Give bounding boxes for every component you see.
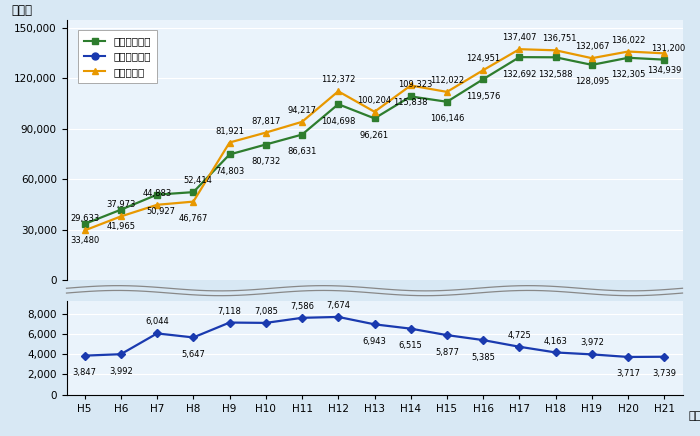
Text: 136,022: 136,022 bbox=[611, 36, 645, 44]
Text: 7,118: 7,118 bbox=[218, 307, 241, 316]
Text: 5,647: 5,647 bbox=[181, 350, 205, 359]
Text: 7,085: 7,085 bbox=[254, 307, 278, 316]
Text: 132,692: 132,692 bbox=[503, 70, 537, 78]
Text: 3,717: 3,717 bbox=[616, 369, 640, 378]
Text: 137,407: 137,407 bbox=[502, 33, 537, 42]
Text: 74,803: 74,803 bbox=[215, 167, 244, 176]
Text: 50,927: 50,927 bbox=[147, 207, 176, 216]
Text: 52,414: 52,414 bbox=[183, 176, 212, 185]
Text: 33,480: 33,480 bbox=[70, 236, 99, 245]
Text: 119,576: 119,576 bbox=[466, 92, 500, 101]
Text: 94,217: 94,217 bbox=[288, 106, 316, 115]
Text: 112,372: 112,372 bbox=[321, 75, 356, 84]
Text: 124,951: 124,951 bbox=[466, 54, 500, 63]
Text: 131,200: 131,200 bbox=[652, 44, 686, 53]
Text: 3,972: 3,972 bbox=[580, 338, 604, 347]
Text: 3,992: 3,992 bbox=[109, 367, 133, 376]
Text: 112,022: 112,022 bbox=[430, 76, 464, 85]
Text: 80,732: 80,732 bbox=[251, 157, 281, 166]
Text: 37,973: 37,973 bbox=[106, 201, 136, 209]
Text: 3,847: 3,847 bbox=[73, 368, 97, 377]
Text: 7,674: 7,674 bbox=[326, 301, 350, 310]
Text: 136,751: 136,751 bbox=[542, 34, 577, 43]
Text: 6,943: 6,943 bbox=[363, 337, 386, 346]
Text: 132,305: 132,305 bbox=[611, 70, 645, 79]
Text: 4,163: 4,163 bbox=[544, 337, 568, 345]
Text: （人）: （人） bbox=[11, 4, 32, 17]
Text: 6,044: 6,044 bbox=[145, 317, 169, 327]
Text: 41,965: 41,965 bbox=[106, 222, 135, 231]
Text: 87,817: 87,817 bbox=[251, 117, 281, 126]
Text: 132,588: 132,588 bbox=[538, 70, 573, 79]
Text: 115,838: 115,838 bbox=[393, 98, 428, 107]
Text: 44,883: 44,883 bbox=[143, 189, 172, 198]
Text: 134,939: 134,939 bbox=[648, 66, 682, 75]
Text: 5,385: 5,385 bbox=[471, 353, 495, 361]
Text: 104,698: 104,698 bbox=[321, 117, 356, 126]
Text: 100,204: 100,204 bbox=[358, 96, 391, 105]
Text: 86,631: 86,631 bbox=[287, 147, 316, 156]
Text: 4,725: 4,725 bbox=[508, 331, 531, 340]
Text: 96,261: 96,261 bbox=[360, 131, 389, 140]
Text: 46,767: 46,767 bbox=[178, 214, 208, 223]
Text: （年度）: （年度） bbox=[689, 411, 700, 421]
Text: 29,633: 29,633 bbox=[70, 215, 99, 224]
Text: 132,067: 132,067 bbox=[575, 42, 609, 51]
Text: 3,739: 3,739 bbox=[652, 369, 676, 378]
Text: 106,146: 106,146 bbox=[430, 114, 464, 123]
Legend: 短期派遣者数, 長期派遣者数, 派遣者総数: 短期派遣者数, 長期派遣者数, 派遣者総数 bbox=[78, 30, 157, 83]
Text: 81,921: 81,921 bbox=[215, 126, 244, 136]
Text: 5,877: 5,877 bbox=[435, 347, 459, 357]
Text: 128,095: 128,095 bbox=[575, 77, 609, 86]
Text: 6,515: 6,515 bbox=[399, 341, 423, 350]
Text: 109,323: 109,323 bbox=[398, 81, 432, 89]
Text: 7,586: 7,586 bbox=[290, 302, 314, 311]
